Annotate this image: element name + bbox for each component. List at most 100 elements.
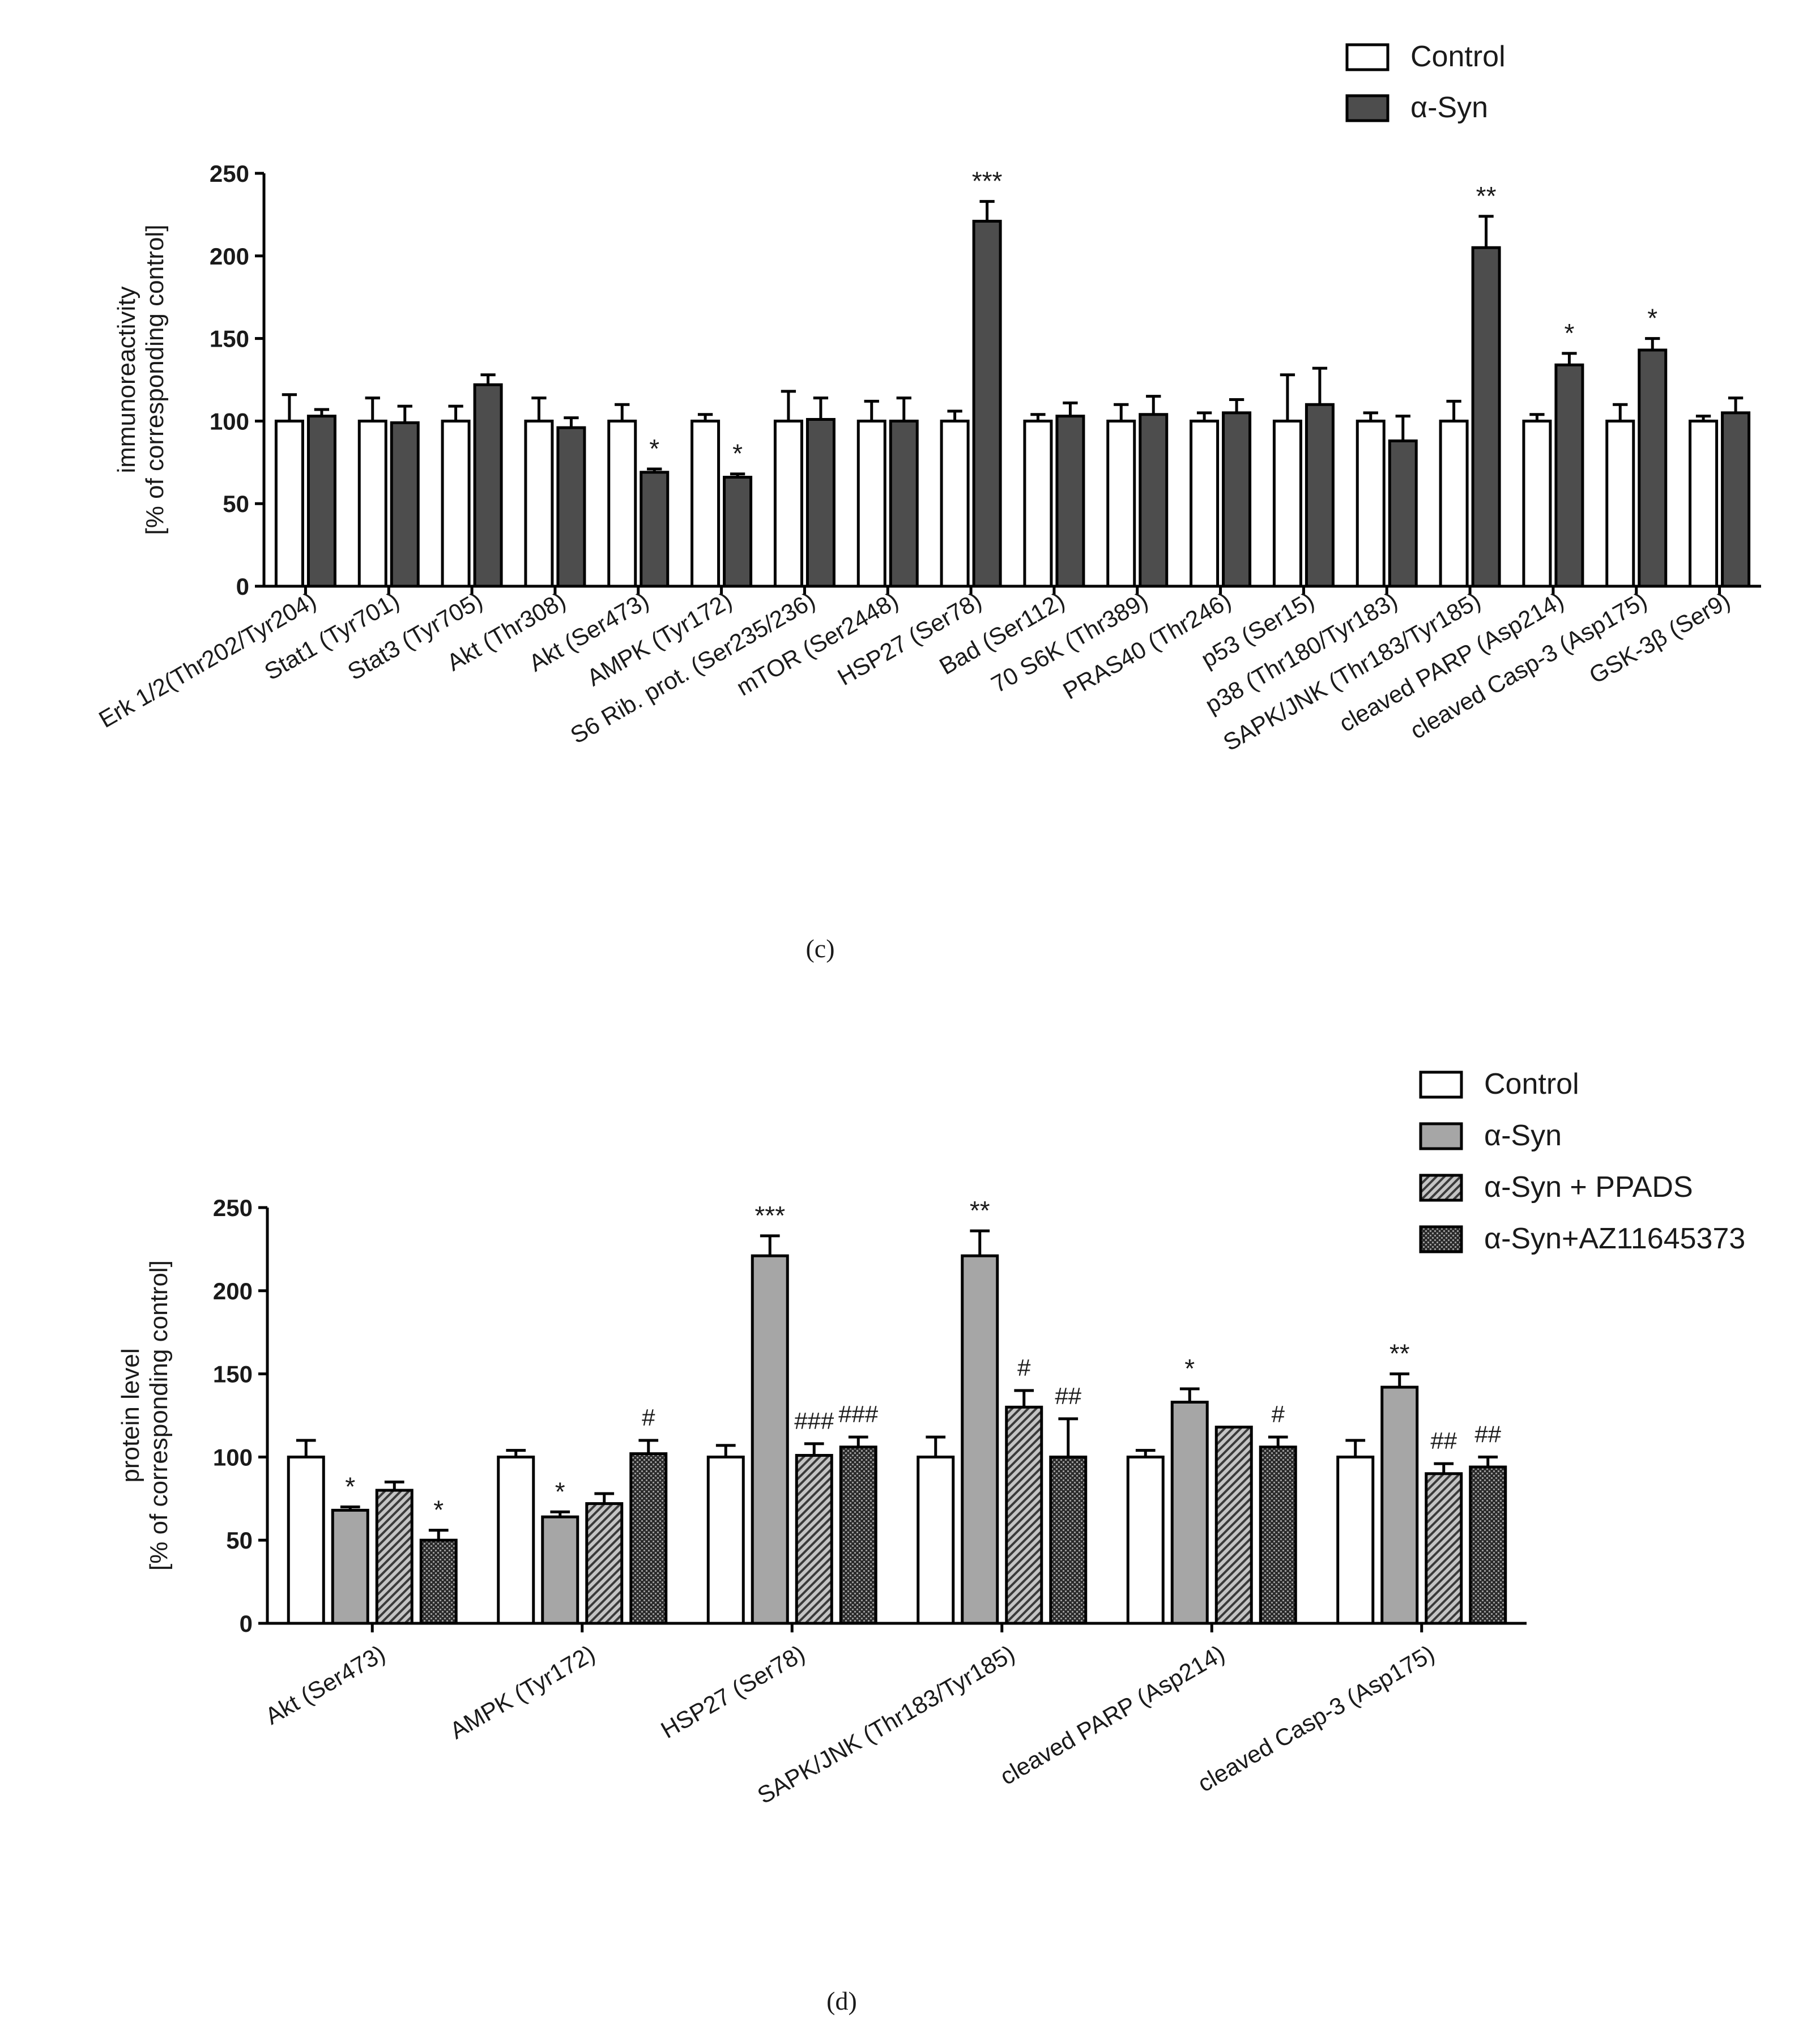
bar bbox=[795, 1453, 833, 1625]
significance-mark: *** bbox=[972, 167, 1003, 196]
bar bbox=[961, 1254, 999, 1625]
category-label: cleaved PARP (Asp214) bbox=[995, 1640, 1229, 1790]
bar bbox=[917, 1455, 955, 1625]
legend-swatch bbox=[1419, 1071, 1463, 1099]
bar bbox=[1471, 246, 1501, 588]
bar bbox=[274, 419, 304, 588]
significance-mark: ** bbox=[1389, 1339, 1410, 1368]
y-axis-title: protein level bbox=[117, 1348, 144, 1482]
significance-mark: # bbox=[1272, 1401, 1285, 1427]
legend-swatch bbox=[1419, 1122, 1463, 1150]
significance-mark: ### bbox=[794, 1408, 834, 1434]
bar bbox=[1439, 419, 1469, 588]
bar bbox=[473, 383, 503, 588]
bar bbox=[556, 426, 586, 588]
bar bbox=[1554, 363, 1584, 588]
y-axis-title: [% of corresponding control] bbox=[145, 1260, 173, 1571]
bar bbox=[607, 419, 637, 588]
bar bbox=[1106, 419, 1136, 588]
y-axis-title: [% of corresponding control] bbox=[141, 225, 169, 535]
y-tick-label: 0 bbox=[240, 1610, 253, 1637]
category-label: AMPK (Tyr172) bbox=[445, 1640, 599, 1744]
legend-swatch bbox=[1419, 1225, 1463, 1253]
significance-mark: * bbox=[649, 434, 659, 463]
bar bbox=[331, 1508, 369, 1625]
bar bbox=[1222, 411, 1252, 588]
bar bbox=[1356, 419, 1386, 588]
significance-mark: ** bbox=[1476, 181, 1497, 211]
significance-mark: *** bbox=[755, 1201, 785, 1230]
bar bbox=[585, 1502, 624, 1625]
y-tick-label: 50 bbox=[226, 1527, 253, 1554]
bar bbox=[751, 1254, 789, 1625]
significance-mark: * bbox=[1564, 318, 1574, 348]
bar bbox=[629, 1452, 668, 1625]
bar bbox=[889, 419, 919, 588]
bar bbox=[691, 419, 721, 588]
bar bbox=[541, 1515, 579, 1625]
bar bbox=[1023, 419, 1053, 588]
bar bbox=[1259, 1445, 1297, 1625]
bar bbox=[419, 1538, 458, 1625]
bar bbox=[524, 419, 554, 588]
significance-mark: * bbox=[1647, 304, 1657, 333]
bar bbox=[773, 419, 803, 588]
chart-panel-d: 0 50 100 150 200 250 protein level [% of corres… bbox=[117, 1068, 1745, 2015]
y-tick-label: 100 bbox=[213, 1444, 253, 1470]
significance-mark: * bbox=[555, 1477, 565, 1506]
bar bbox=[1721, 411, 1751, 588]
bar bbox=[1126, 1455, 1165, 1625]
bar bbox=[972, 220, 1002, 588]
bar bbox=[1605, 419, 1635, 588]
category-label: HSP27 (Ser78) bbox=[833, 587, 986, 690]
significance-mark: ** bbox=[970, 1196, 990, 1225]
significance-mark: * bbox=[433, 1495, 444, 1525]
significance-mark: ### bbox=[838, 1401, 879, 1427]
y-tick-label: 100 bbox=[210, 408, 249, 434]
bar bbox=[1305, 403, 1335, 588]
bar bbox=[1214, 1426, 1253, 1625]
significance-mark: # bbox=[1017, 1354, 1031, 1381]
bar bbox=[640, 471, 670, 588]
legend-swatch bbox=[1345, 94, 1389, 122]
bar bbox=[390, 421, 420, 588]
chart-panel-c: 0 50 100 150 200 250 immunoreactivity [% of cor… bbox=[94, 40, 1761, 963]
bar bbox=[1272, 419, 1302, 588]
bar bbox=[375, 1489, 414, 1625]
y-tick-label: 200 bbox=[210, 243, 249, 270]
bar bbox=[497, 1455, 535, 1625]
bar bbox=[839, 1445, 877, 1625]
bar bbox=[287, 1455, 325, 1625]
y-tick-label: 250 bbox=[213, 1195, 253, 1221]
bar bbox=[1689, 419, 1719, 588]
bar bbox=[1380, 1385, 1419, 1625]
bar bbox=[1469, 1465, 1507, 1625]
significance-mark: ## bbox=[1430, 1427, 1457, 1454]
bar bbox=[1336, 1455, 1375, 1625]
significance-mark: # bbox=[642, 1404, 655, 1431]
bar bbox=[1638, 348, 1668, 588]
bar bbox=[805, 417, 836, 588]
plot-area-c: 0 50 100 150 200 250 immunoreactivity [% of cor… bbox=[94, 40, 1761, 756]
plot-area-d: 0 50 100 150 200 250 protein level [% of corres… bbox=[117, 1068, 1745, 1809]
panel-label-c: (c) bbox=[805, 934, 834, 963]
bar bbox=[357, 419, 387, 588]
significance-mark: * bbox=[1184, 1354, 1195, 1383]
bar bbox=[940, 419, 970, 588]
legend-label: α-Syn bbox=[1484, 1119, 1562, 1152]
bar bbox=[1190, 419, 1220, 588]
legend-label: α-Syn bbox=[1410, 91, 1488, 124]
bar bbox=[1170, 1401, 1209, 1625]
bar bbox=[306, 415, 336, 588]
legend-label: Control bbox=[1410, 40, 1506, 73]
y-tick-label: 200 bbox=[213, 1278, 253, 1304]
bar bbox=[1388, 439, 1418, 588]
bar bbox=[1049, 1455, 1088, 1625]
bar bbox=[1139, 413, 1169, 588]
category-label: HSP27 (Ser78) bbox=[657, 1640, 809, 1743]
legend-label: Control bbox=[1484, 1068, 1579, 1101]
y-tick-label: 0 bbox=[236, 573, 249, 600]
y-tick-label: 150 bbox=[210, 326, 249, 352]
bar bbox=[1522, 419, 1552, 588]
legend-label: α-Syn+AZ11645373 bbox=[1484, 1222, 1745, 1255]
